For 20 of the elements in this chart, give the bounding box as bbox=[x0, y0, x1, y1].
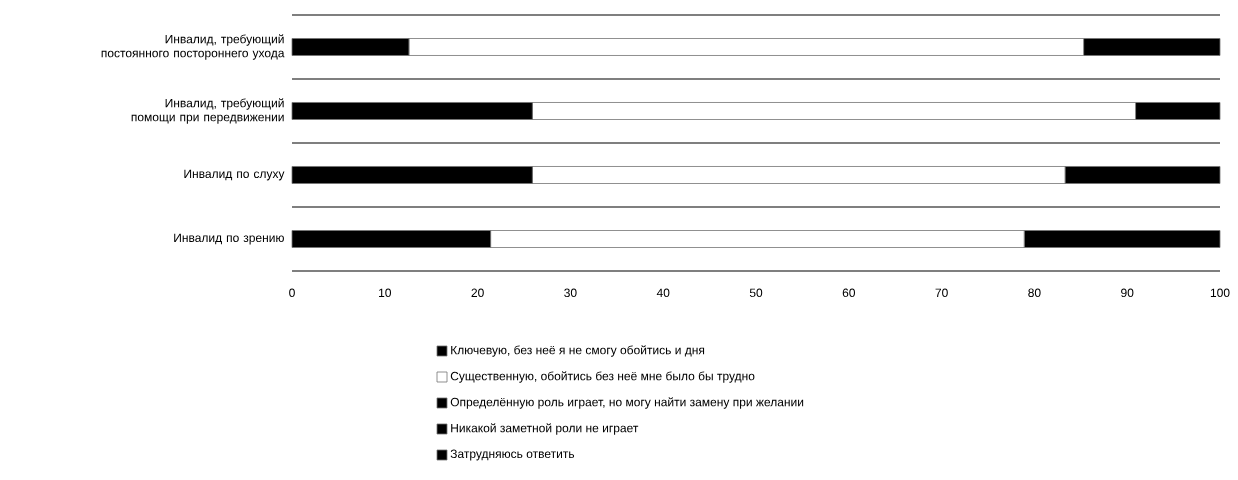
x-tick-label: 90 bbox=[1121, 288, 1134, 298]
legend-label: Никакой заметной роли не играет bbox=[451, 423, 639, 435]
x-tick-label: 100 bbox=[1210, 288, 1230, 298]
y-tick-label: Инвалид, требующий постоянного постороннего ухода bbox=[101, 34, 285, 60]
y-tick-label: Инвалид, требующий помощи при передвижении bbox=[131, 98, 284, 124]
x-tick-label: 20 bbox=[471, 288, 484, 298]
x-tick-label: 30 bbox=[564, 288, 577, 298]
x-tick-label: 40 bbox=[656, 288, 670, 298]
legend-label: Существенную, обойтись без неё мне было бы трудно bbox=[450, 371, 755, 383]
y-tick-label: Инвалид по слуху bbox=[184, 169, 285, 181]
x-tick-label: 0 bbox=[289, 288, 295, 298]
legend-label: Определённую роль играет, но могу найти замену при желании bbox=[450, 397, 804, 409]
y-tick-label: Инвалид по зрению bbox=[174, 233, 284, 245]
legend-label: Ключевую, без неё я не смогу обойтись и дня bbox=[451, 345, 705, 357]
x-tick-label: 80 bbox=[1028, 288, 1041, 298]
x-tick-label: 50 bbox=[749, 288, 763, 298]
legend-label: Затрудняюсь ответить bbox=[450, 449, 575, 461]
x-tick-label: 70 bbox=[935, 288, 948, 298]
x-tick-label: 60 bbox=[842, 288, 856, 298]
x-tick-label: 10 bbox=[379, 288, 392, 298]
